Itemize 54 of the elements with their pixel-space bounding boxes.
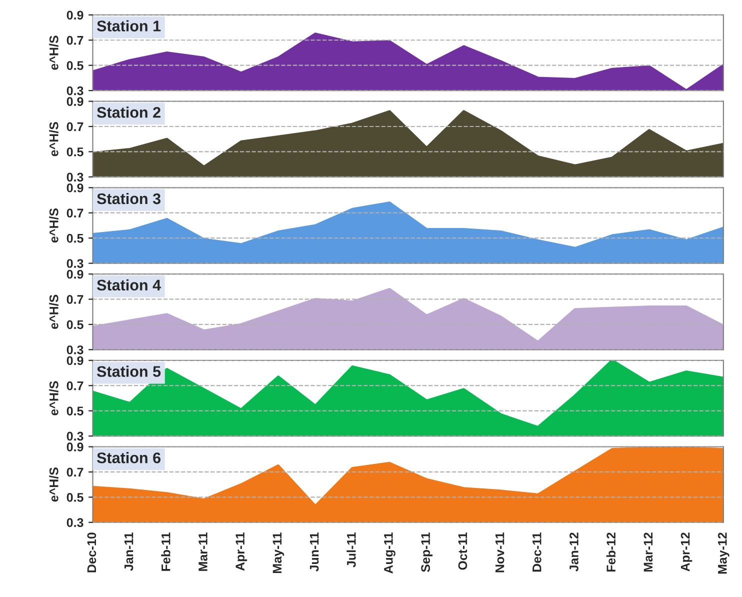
- x-tick-label: Jan-11: [124, 532, 134, 571]
- y-tick-label: 0.9: [66, 183, 84, 192]
- chart-title: Station 4: [96, 279, 161, 291]
- x-tick-label: Apr-11: [236, 532, 247, 571]
- y-tick-label: 0.3: [66, 432, 84, 441]
- y-tick-label: 0.3: [66, 259, 84, 268]
- y-axis-title: e^H/S: [49, 468, 58, 502]
- y-tick-label: 0.3: [66, 172, 84, 182]
- y-tick-label: 0.3: [66, 86, 84, 96]
- x-tick-label: Feb-12: [606, 532, 616, 572]
- x-tick-label: Sep-11: [421, 532, 432, 572]
- y-tick-label: 0.5: [66, 61, 84, 70]
- y-axis-title: e^H/S: [49, 36, 58, 70]
- y-tick-label: 0.7: [66, 208, 84, 218]
- y-tick-label: 0.5: [66, 492, 84, 502]
- x-tick-label: Mar-12: [644, 532, 653, 572]
- y-tick-label: 0.7: [66, 36, 84, 45]
- y-tick-label: 0.9: [66, 97, 84, 106]
- x-tick-label: Aug-11: [384, 532, 396, 574]
- chart-title: Station 3: [96, 192, 160, 204]
- x-tick-label: Jul-11: [346, 532, 356, 568]
- y-axis-title: e^H/S: [49, 294, 58, 329]
- y-tick-label: 0.5: [66, 148, 84, 156]
- x-tick-label: Apr-12: [680, 532, 692, 572]
- y-axis-title: e^H/S: [49, 208, 58, 243]
- x-tick-label: May-12: [718, 532, 730, 574]
- y-tick-label: 0.7: [66, 381, 84, 390]
- y-tick-label: 0.7: [66, 122, 84, 132]
- y-tick-label: 0.9: [66, 442, 84, 452]
- y-tick-label: 0.9: [66, 356, 84, 366]
- y-axis-title: e^H/S: [49, 122, 58, 156]
- y-tick-label: 0.7: [66, 468, 84, 477]
- chart-title: Station 2: [96, 106, 160, 118]
- y-tick-label: 0.3: [66, 345, 84, 354]
- x-tick-label: Dec-11: [532, 532, 542, 572]
- y-tick-label: 0.9: [66, 10, 84, 20]
- x-tick-label: Mar-11: [198, 532, 208, 571]
- x-tick-label: Feb-11: [161, 532, 170, 571]
- y-tick-label: 0.9: [66, 270, 84, 279]
- y-axis-title: e^H/S: [49, 381, 58, 416]
- x-tick-label: Nov-11: [495, 532, 504, 572]
- chart-title: Station 1: [96, 20, 161, 32]
- chart-title: Station 6: [96, 452, 160, 464]
- y-tick-label: 0.5: [66, 320, 84, 330]
- x-tick-label: May-11: [272, 532, 284, 573]
- y-tick-label: 0.5: [66, 234, 84, 243]
- y-tick-label: 0.7: [66, 295, 84, 304]
- x-tick-label: Jun-11: [310, 532, 319, 572]
- x-tick-label: Jan-12: [570, 532, 578, 572]
- chart-title: Station 5: [96, 366, 161, 377]
- x-tick-label: Oct-11: [458, 532, 468, 570]
- x-tick-label: Dec-10: [87, 532, 96, 572]
- y-tick-label: 0.5: [66, 406, 84, 416]
- y-tick-label: 0.3: [66, 518, 84, 528]
